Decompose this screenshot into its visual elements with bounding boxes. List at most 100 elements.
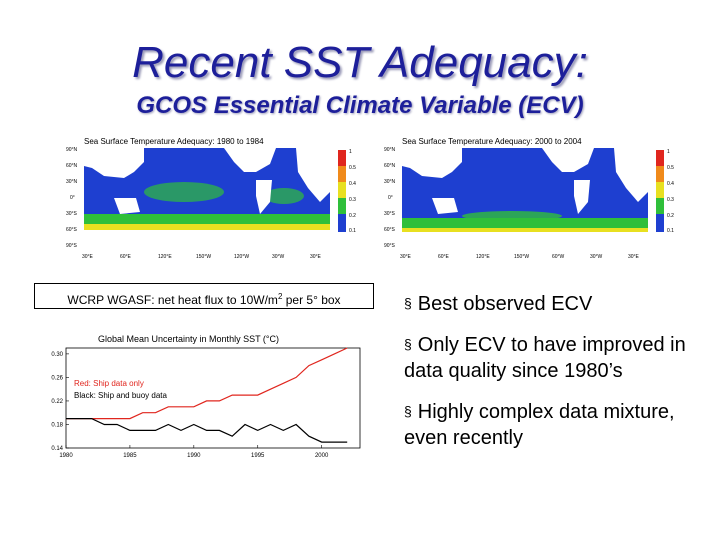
scale-label: 0.5 — [349, 165, 356, 171]
scale-swatch-orange — [338, 166, 346, 182]
bullet-item: § Highly complex data mixture, even recen… — [404, 398, 704, 451]
scale-swatch-green — [338, 198, 346, 214]
scale-swatch-orange — [656, 166, 664, 182]
x-tick-label: 1980 — [59, 453, 73, 459]
africa-europe-landmass — [614, 148, 648, 202]
lat-label: 30°S — [384, 211, 396, 217]
africa-europe-landmass — [296, 148, 330, 202]
lon-label: 60°E — [438, 254, 450, 260]
scale-label: 0.5 — [667, 165, 674, 171]
scale-label: 0.4 — [349, 181, 356, 187]
bullet-text: Best observed ECV — [417, 293, 593, 315]
north-america-landmass — [224, 148, 276, 172]
y-tick-label: 0.18 — [51, 422, 63, 428]
map-title: Sea Surface Temperature Adequacy: 2000 t… — [402, 137, 582, 146]
caption-box: WCRP WGASF: net heat flux to 10W/m2 per … — [34, 283, 374, 309]
southern-band — [84, 214, 330, 226]
scale-swatch-red — [338, 150, 346, 166]
scale-label: 0.4 — [667, 181, 674, 187]
scale-labels: 1 0.5 0.4 0.3 0.2 0.1 — [349, 149, 356, 234]
scale-label: 0.2 — [349, 213, 356, 219]
scale-label: 0.1 — [667, 228, 674, 234]
lat-label: 60°S — [384, 227, 396, 233]
lon-label: 60°W — [552, 254, 565, 260]
lon-label: 30°E — [310, 254, 322, 260]
lon-label: 30°W — [272, 254, 285, 260]
chart-title: Global Mean Uncertainty in Monthly SST (… — [98, 334, 279, 344]
scale-label: 0.1 — [349, 228, 356, 234]
asia-landmass — [402, 148, 462, 178]
southern-band — [402, 218, 648, 228]
caption-suffix: per 5° box — [282, 293, 341, 307]
caption-text: WCRP WGASF: net heat flux to 10W/m — [67, 293, 278, 307]
bullet-mark: § — [404, 403, 412, 419]
lat-label: 90°S — [384, 243, 396, 249]
lon-label: 30°E — [400, 254, 412, 260]
y-tick-label: 0.22 — [51, 399, 63, 405]
north-america-landmass — [542, 148, 594, 172]
y-tick-label: 0.30 — [51, 352, 63, 358]
lat-label: 90°N — [66, 147, 78, 153]
lon-label: 150°W — [514, 254, 529, 260]
bullet-item: § Only ECV to have improved in data quali… — [404, 331, 704, 384]
asia-landmass — [84, 148, 144, 178]
scale-swatch-red — [656, 150, 664, 166]
caption-superscript: 2 — [277, 292, 283, 301]
map-svg: Sea Surface Temperature Adequacy: 2000 t… — [384, 137, 674, 260]
scale-swatch-green — [656, 198, 664, 214]
lon-labels: 30°E 60°E 120°E 150°W 120°W 30°W 30°E — [82, 254, 322, 260]
lat-label: 90°N — [384, 147, 396, 153]
lon-label: 120°E — [476, 254, 490, 260]
plot-frame — [65, 347, 361, 449]
lon-label: 120°W — [234, 254, 249, 260]
lat-label: 30°S — [66, 211, 78, 217]
sst-adequacy-map-2000-2004: Sea Surface Temperature Adequacy: 2000 t… — [362, 132, 688, 272]
lon-label: 30°E — [628, 254, 640, 260]
scale-swatch-yellow — [338, 182, 346, 198]
color-scale — [656, 150, 664, 232]
scale-label: 0.2 — [667, 213, 674, 219]
lat-label: 30°N — [384, 179, 396, 185]
x-tick-label: 1990 — [187, 453, 201, 459]
lon-label: 30°W — [590, 254, 603, 260]
scale-swatch-blue — [656, 214, 664, 232]
antarctic-area — [84, 230, 330, 248]
lat-label: 60°N — [66, 163, 78, 169]
bullet-mark: § — [404, 295, 412, 311]
bullet-mark: § — [404, 336, 412, 352]
lon-label: 120°E — [158, 254, 172, 260]
lat-label: 0° — [70, 195, 75, 201]
bullet-text: Only ECV to have improved in data qualit… — [404, 334, 686, 382]
x-tick-label: 1995 — [251, 453, 265, 459]
legend-entry-red: Red: Ship data only — [74, 379, 144, 388]
bullet-text: Highly complex data mixture, even recent… — [404, 401, 675, 449]
lat-label: 60°N — [384, 163, 396, 169]
y-tick-label: 0.14 — [51, 446, 63, 452]
scale-label: 0.3 — [349, 197, 356, 203]
lon-label: 150°W — [196, 254, 211, 260]
series-line-ship-and-buoy — [66, 417, 348, 443]
bullet-item: § Best observed ECV — [404, 290, 704, 317]
australia-landmass — [114, 198, 140, 214]
x-tick-labels: 1980 1985 1990 1995 2000 — [59, 445, 329, 459]
series-lines — [66, 347, 348, 443]
south-america-landmass — [256, 180, 272, 214]
slide-subtitle: GCOS Essential Climate Variable (ECV) — [136, 92, 584, 119]
lat-label: 60°S — [66, 227, 78, 233]
scale-swatch-blue — [338, 214, 346, 232]
atlantic-green-patch — [264, 188, 304, 204]
bullet-list: § Best observed ECV § Only ECV to have imp… — [404, 290, 704, 465]
y-tick-labels: 0.14 0.18 0.22 0.26 0.30 — [51, 352, 69, 452]
lat-label: 0° — [388, 195, 393, 201]
lon-label: 30°E — [82, 254, 94, 260]
southern-yellow-band — [402, 228, 648, 232]
scale-labels: 1 0.5 0.4 0.3 0.2 0.1 — [667, 149, 674, 234]
scale-label: 1 — [349, 149, 352, 155]
x-tick-label: 2000 — [315, 453, 329, 459]
map-title: Sea Surface Temperature Adequacy: 1980 t… — [84, 137, 264, 146]
y-tick-label: 0.26 — [51, 375, 63, 381]
southern-green-patch — [462, 211, 562, 221]
slide-title: Recent SST Adequacy: — [132, 38, 588, 87]
uncertainty-chart: Global Mean Uncertainty in Monthly SST (… — [38, 326, 368, 462]
antarctic-area — [402, 232, 648, 248]
